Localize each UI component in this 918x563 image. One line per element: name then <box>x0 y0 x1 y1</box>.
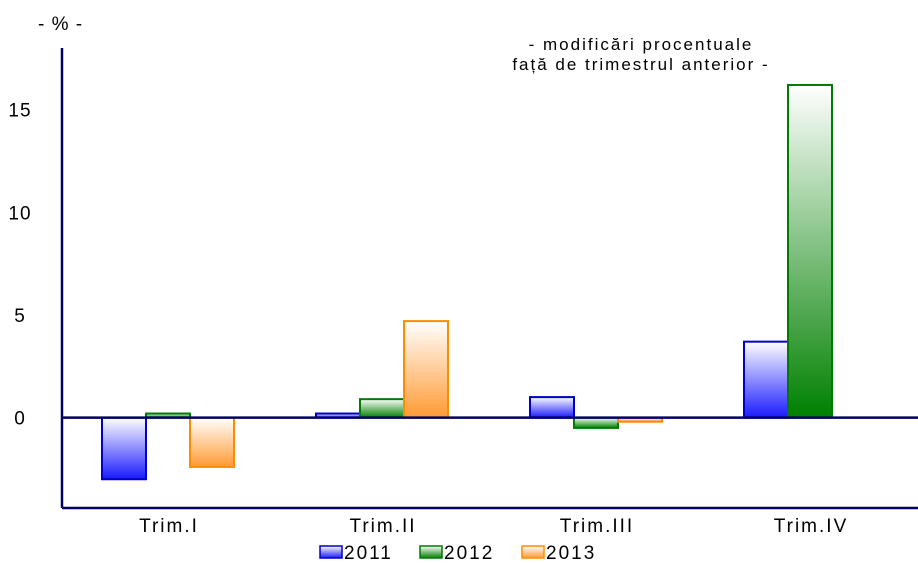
x-axis-ticks: Trim.I Trim.II Trim.III Trim.IV <box>139 516 849 537</box>
bar-2011-trim-iv <box>743 340 789 419</box>
bar-2013-trim-ii <box>403 320 449 419</box>
bar-2013-trim-i <box>189 416 235 468</box>
y-tick-label: 10 <box>8 203 31 224</box>
y-axis-ticks: 0 5 10 15 <box>8 101 31 430</box>
y-tick-label: 0 <box>14 409 26 430</box>
legend: 2011 2012 2013 <box>319 543 596 563</box>
legend-swatch-2011 <box>319 545 343 559</box>
chart-annotation-line-2: față de trimestrul anterior - <box>512 55 769 74</box>
y-tick-label: 15 <box>8 101 31 122</box>
bar-2012-trim-ii <box>359 398 405 419</box>
x-tick-label: Trim.III <box>560 516 634 537</box>
bar-2012-trim-iv <box>787 83 833 419</box>
bar-2011-trim-i <box>101 416 147 481</box>
x-tick-label: Trim.II <box>349 516 416 537</box>
y-tick-label: 5 <box>14 306 26 327</box>
bar-2011-trim-iii <box>529 396 575 419</box>
legend-swatch-2013 <box>521 545 545 559</box>
x-tick-label: Trim.I <box>139 516 199 537</box>
legend-swatch-2012 <box>419 545 443 559</box>
legend-label-2012: 2012 <box>444 543 494 563</box>
legend-label-2011: 2011 <box>344 543 393 563</box>
x-tick-label: Trim.IV <box>774 516 849 537</box>
y-unit-label: - % - <box>38 14 83 35</box>
bar-2012-trim-iii <box>573 416 619 429</box>
bars <box>101 83 833 481</box>
legend-label-2013: 2013 <box>546 543 596 563</box>
chart-annotation-line-1: - modificări procentuale <box>529 35 754 54</box>
